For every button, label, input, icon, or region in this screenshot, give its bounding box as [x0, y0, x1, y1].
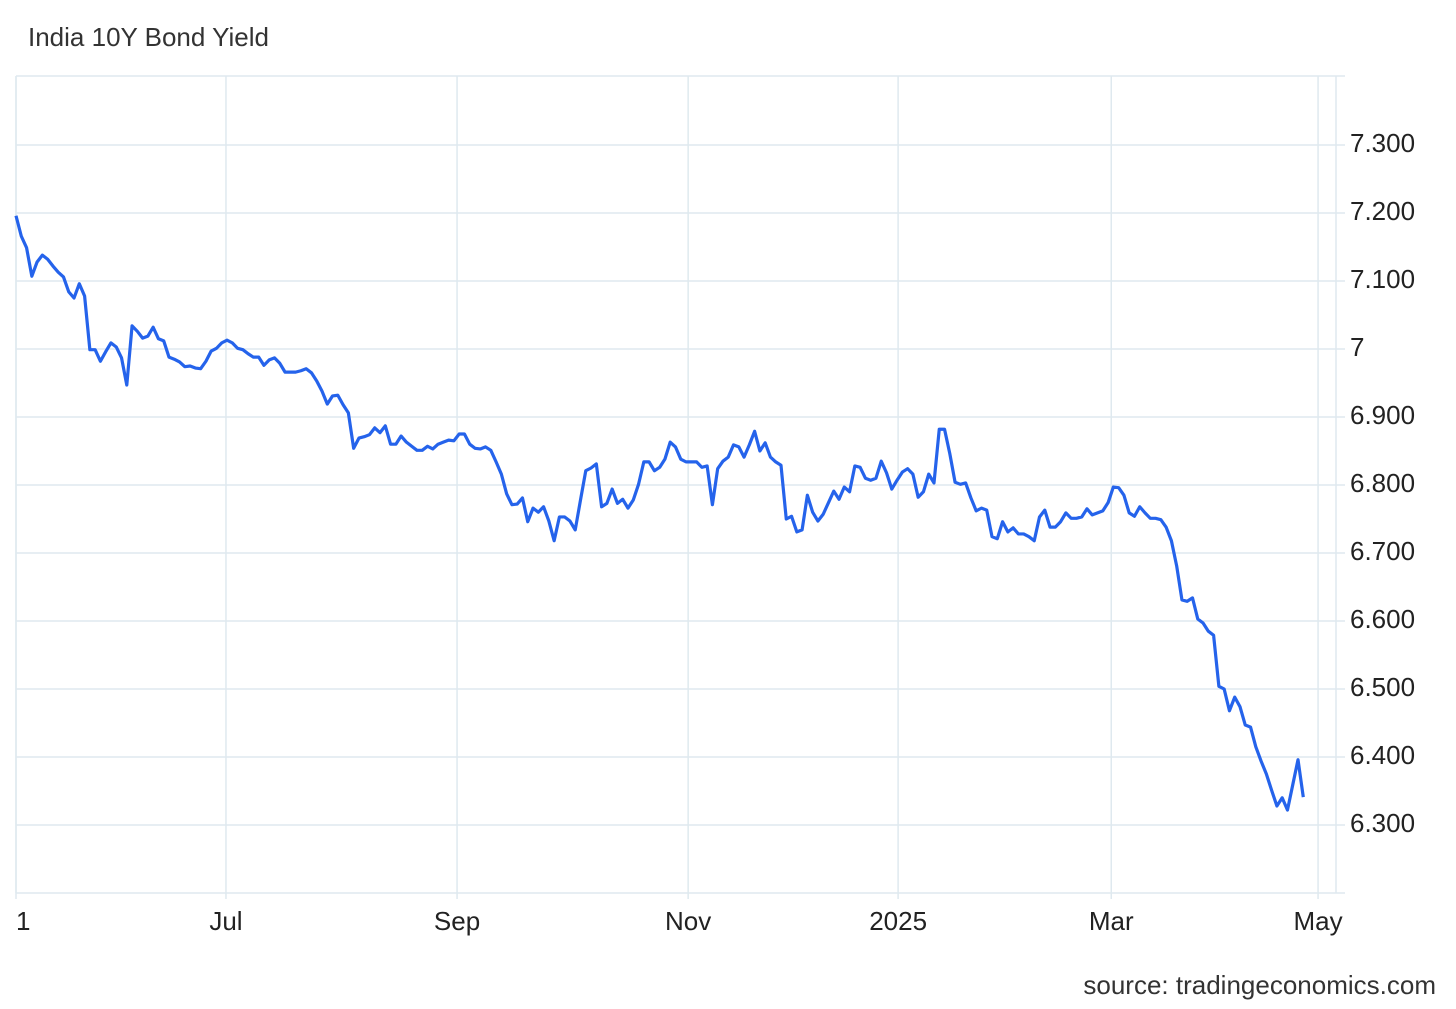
y-tick-label: 7 [1350, 332, 1364, 362]
x-tick-label: Sep [434, 906, 480, 936]
y-tick-label: 7.100 [1350, 264, 1415, 294]
y-tick-label: 6.800 [1350, 468, 1415, 498]
y-tick-label: 7.200 [1350, 196, 1415, 226]
x-tick-label: 1 [16, 906, 30, 936]
y-tick-label: 6.900 [1350, 400, 1415, 430]
x-tick-label: Nov [665, 906, 711, 936]
y-tick-label: 6.400 [1350, 740, 1415, 770]
source: source: tradingeconomics.com [1083, 970, 1436, 1000]
y-tick-label: 6.600 [1350, 604, 1415, 634]
x-tick-label: Mar [1089, 906, 1134, 936]
y-tick-label: 6.700 [1350, 536, 1415, 566]
yield-line [14, 215, 1305, 812]
y-tick-label: 6.500 [1350, 672, 1415, 702]
x-tick-label: May [1293, 906, 1342, 936]
x-tick-label: 2025 [869, 906, 927, 936]
x-tick-label: Jul [209, 906, 242, 936]
y-tick-label: 6.300 [1350, 808, 1415, 838]
y-tick-label: 7.300 [1350, 128, 1415, 158]
chart-title: India 10Y Bond Yield [28, 22, 269, 52]
